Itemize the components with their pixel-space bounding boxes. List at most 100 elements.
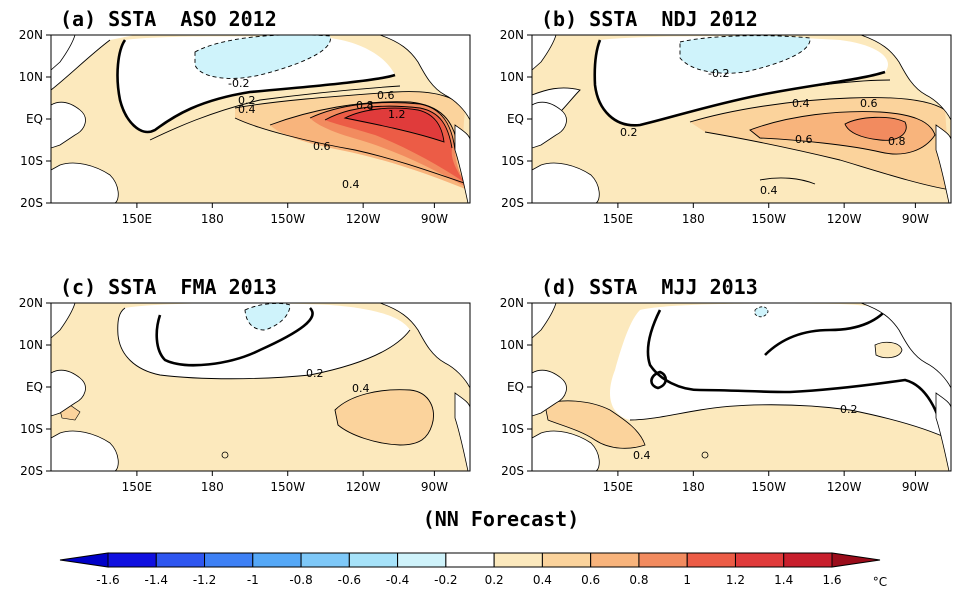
svg-text:0.8: 0.8 [356,99,374,112]
contour-labels: -0.2 0.2 0.4 0.6 0.8 1 1.2 0.6 0.4 [228,77,406,191]
svg-text:0.4: 0.4 [238,103,256,116]
lat-tick-label: 20N [19,296,43,310]
lat-tick-label: 20N [500,296,524,310]
colorbar-tick-label: 1.4 [774,573,793,587]
lat-tick-label: EQ [507,380,524,394]
colorbar-tick-label: 1 [683,573,691,587]
colorbar-tick-label: 0.2 [485,573,504,587]
colorbar-swatch [493,552,543,568]
lon-tick-label: 90W [421,212,448,226]
colorbar-tick-label: -0.8 [289,573,312,587]
land-fill [51,303,470,471]
svg-text:0.2: 0.2 [238,94,256,107]
lat-tick-label: 10S [20,154,43,168]
colorbar-swatch [107,552,157,568]
lon-tick-label: 120W [827,480,862,494]
colorbar-swatch [155,552,206,568]
svg-text:0.4: 0.4 [352,382,370,395]
colorbar-tick-label: 0.8 [629,573,648,587]
colorbar-swatch [541,552,592,568]
panel-title: (b) SSTA NDJ 2012 [541,7,758,31]
colorbar-tick-label: -1.4 [145,573,168,587]
lon-tick-label: 150E [603,212,634,226]
colorbar-tick-label: 0.6 [581,573,600,587]
map-area [51,303,470,471]
colorbar-tick-label: -0.2 [434,573,457,587]
lat-tick-label: 10N [500,70,524,84]
land-fill [532,35,951,203]
lon-tick-label: 150W [751,212,786,226]
colorbar: -1.6 -1.4 -1.2 -1 -0.8 -0.6 -0.4 -0.2 0.2 0.4 0.6 0… [59,552,887,589]
colorbar-swatch [252,552,302,568]
svg-text:0.6: 0.6 [313,140,331,153]
colorbar-swatch [348,552,399,568]
colorbar-swatch [300,552,350,568]
colorbar-tick-label: 1.2 [726,573,745,587]
contour-labels: 0.2 0.4 [633,403,858,462]
lat-tick-label: 20S [20,464,43,478]
colorbar-swatch [734,552,785,568]
svg-text:0.2: 0.2 [840,403,858,416]
lat-tick-label: 10N [19,338,43,352]
colorbar-tick-label: 0.4 [533,573,552,587]
lat-tick-label: 20N [19,28,43,42]
colorbar-swatch [445,552,495,568]
land-fill [51,35,470,203]
colorbar-low-arrow [59,552,109,568]
lat-tick-label: EQ [26,380,43,394]
ssta-near-zero-fill [117,36,396,132]
lat-tick-label: 10N [19,70,43,84]
lon-tick-label: 150E [122,480,153,494]
lon-tick-label: 120W [827,212,862,226]
lat-tick-label: 10S [501,154,524,168]
panel-title: (d) SSTA MJJ 2013 [541,275,758,299]
colorbar-swatch [638,552,688,568]
panel-title: (a) SSTA ASO 2012 [60,7,277,31]
lon-tick-label: 150W [270,212,305,226]
lon-tick-label: 150W [751,480,786,494]
lon-tick-label: 90W [421,480,448,494]
colorbar-tick-label: -1.6 [96,573,119,587]
axes-ticks: 20N 10N EQ 10S 20S 150E 180 150W 120W 90W 20N 10N EQ… [19,28,929,494]
svg-text:0.4: 0.4 [633,449,651,462]
panel-b: (b) SSTA NDJ 2012 [531,7,952,204]
lat-tick-label: 20S [501,464,524,478]
svg-text:-0.2: -0.2 [708,67,729,80]
lat-tick-label: 20S [501,196,524,210]
lat-tick-label: 10S [501,422,524,436]
svg-text:0.4: 0.4 [760,184,778,197]
svg-text:-0.2: -0.2 [228,77,249,90]
land-fill [532,303,951,471]
lon-tick-label: 120W [346,480,381,494]
colorbar-swatch [590,552,640,568]
lon-tick-label: 180 [682,212,705,226]
colorbar-high-arrow [831,552,881,568]
panel-d: (d) SSTA MJJ 2013 0.2 0.4 [531,275,952,472]
ssta-negative-fill [195,35,331,79]
lon-tick-label: 120W [346,212,381,226]
colorbar-tick-label: -1.2 [193,573,216,587]
lat-tick-label: EQ [507,112,524,126]
lat-tick-label: 20N [500,28,524,42]
colorbar-tick-label: 1.6 [822,573,841,587]
colorbar-unit: °C [873,575,887,589]
colorbar-tick-label: -0.6 [338,573,361,587]
footer-caption: (NN Forecast) [423,507,580,531]
lon-tick-label: 180 [201,212,224,226]
lon-tick-label: 180 [682,480,705,494]
contour-labels: -0.2 0.4 0.2 0.6 0.6 0.8 0.4 [620,67,906,197]
lat-tick-label: EQ [26,112,43,126]
panel-a: (a) SSTA ASO 2012 [50,7,471,204]
colorbar-tick-label: -0.4 [386,573,409,587]
lon-tick-label: 150E [122,212,153,226]
colorbar-swatch [686,552,736,568]
colorbar-swatch [204,552,254,568]
panel-title: (c) SSTA FMA 2013 [60,275,277,299]
panel-c: (c) SSTA FMA 2013 0.2 0.4 [50,275,471,472]
svg-text:0.4: 0.4 [342,178,360,191]
svg-text:0.2: 0.2 [306,367,324,380]
lon-tick-label: 90W [902,212,929,226]
lat-tick-label: 10S [20,422,43,436]
lon-tick-label: 180 [201,480,224,494]
